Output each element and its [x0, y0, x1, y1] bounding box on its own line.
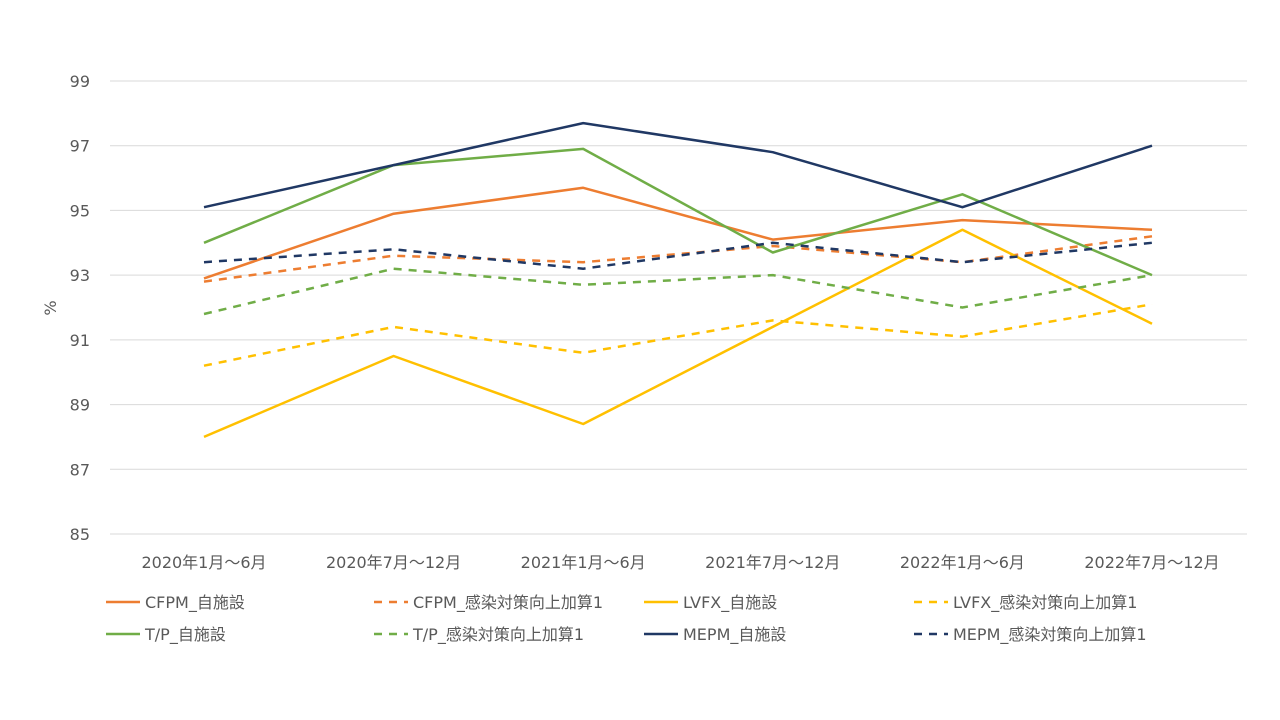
series-line	[203, 241, 1153, 270]
legend-item: LVFX_自施設	[644, 593, 777, 613]
x-tick-label: 2022年7月～12月	[1084, 553, 1219, 572]
y-tick-label: 93	[70, 266, 90, 285]
legend-item: MEPM_自施設	[644, 625, 786, 645]
legend-label: CFPM_感染対策向上加算1	[413, 593, 603, 613]
series-line	[203, 228, 1153, 439]
series-line	[203, 267, 1153, 316]
x-tick-label: 2021年7月～12月	[705, 553, 840, 572]
y-tick-label: 97	[70, 137, 90, 156]
y-tick-label: 95	[70, 201, 90, 220]
legend-label: T/P_自施設	[144, 625, 226, 645]
legend-label: MEPM_自施設	[683, 625, 786, 645]
y-tick-label: 85	[70, 525, 90, 544]
legend-label: T/P_感染対策向上加算1	[412, 625, 584, 645]
legend: CFPM_自施設 CFPM_感染対策向上加算1 LVFX_自施設 LVFX_感染対策向…	[106, 593, 1147, 645]
x-axis-ticks: 2020年1月～6月 2020年7月～12月 2021年1月～6月 2021年7月～1…	[141, 553, 1219, 572]
y-tick-label: 99	[70, 72, 90, 91]
legend-item: MEPM_感染対策向上加算1	[914, 625, 1147, 645]
y-tick-label: 87	[70, 460, 90, 479]
series-line	[203, 121, 1153, 209]
series-line	[203, 147, 1153, 277]
x-tick-label: 2020年1月～6月	[141, 553, 266, 572]
x-tick-label: 2022年1月～6月	[900, 553, 1025, 572]
y-axis-ticks: 85 87 89 91 93 95 97 99	[70, 72, 90, 544]
legend-label: MEPM_感染対策向上加算1	[953, 625, 1147, 645]
series-line	[203, 303, 1153, 367]
series-line	[203, 186, 1153, 280]
series-lines	[203, 121, 1153, 439]
legend-item: T/P_自施設	[106, 625, 226, 645]
legend-item: CFPM_自施設	[106, 593, 245, 613]
legend-label: LVFX_感染対策向上加算1	[953, 593, 1137, 613]
legend-label: CFPM_自施設	[145, 593, 245, 613]
y-axis-label: %	[41, 300, 60, 315]
legend-item: T/P_感染対策向上加算1	[374, 625, 584, 645]
x-tick-label: 2021年1月～6月	[521, 553, 646, 572]
y-tick-label: 89	[70, 396, 90, 415]
y-tick-label: 91	[70, 331, 90, 350]
x-tick-label: 2020年7月～12月	[326, 553, 461, 572]
legend-item: LVFX_感染対策向上加算1	[914, 593, 1137, 613]
legend-label: LVFX_自施設	[683, 593, 777, 613]
legend-item: CFPM_感染対策向上加算1	[374, 593, 603, 613]
gridlines	[110, 80, 1247, 535]
